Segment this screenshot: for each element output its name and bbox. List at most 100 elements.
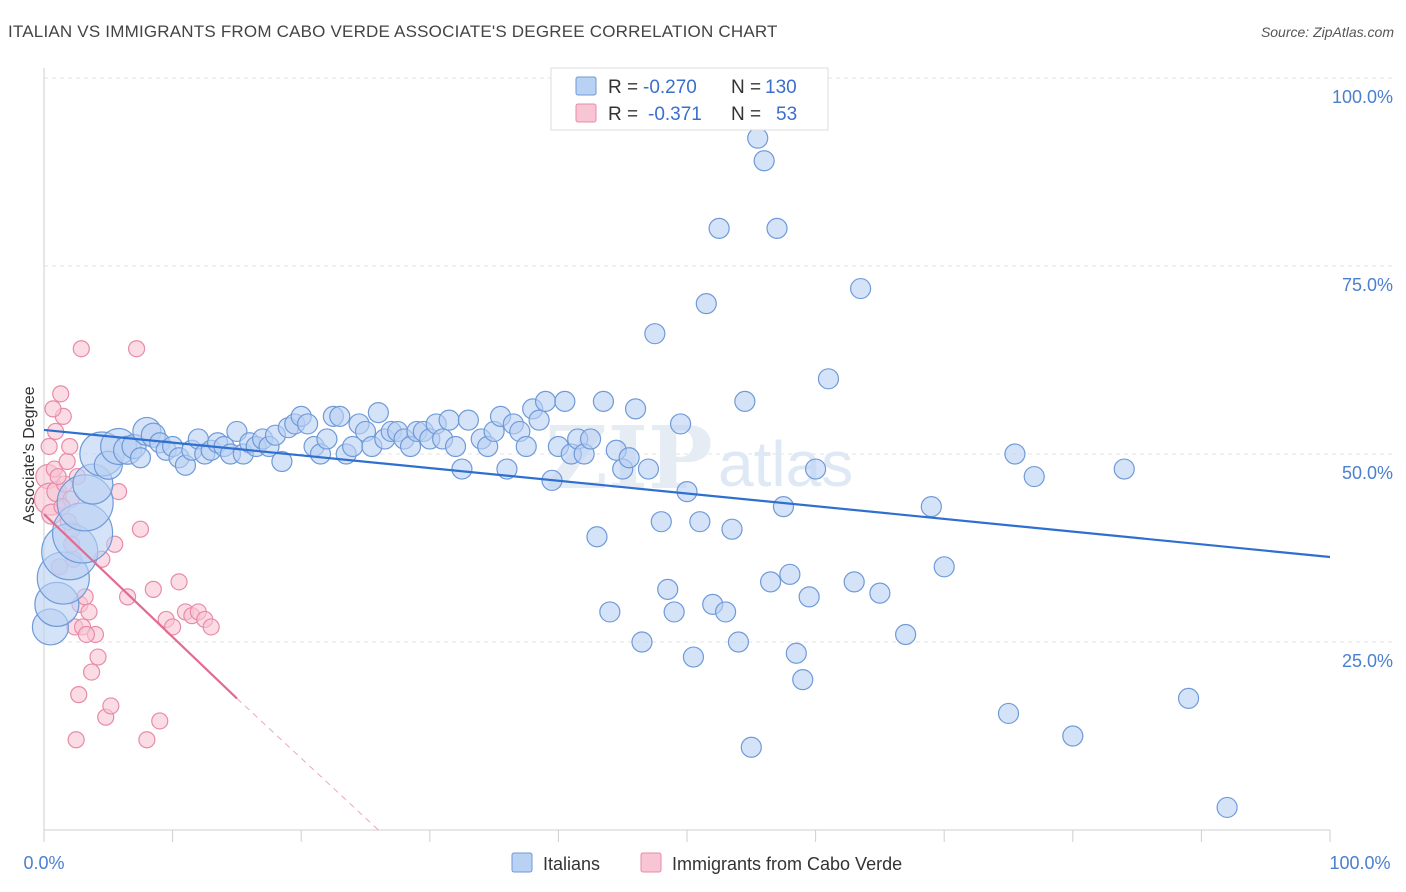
watermark-atlas: atlas [718,428,853,500]
y-tick-label-50: 50.0% [1342,463,1393,483]
italians-point-90 [637,458,660,480]
italians-point-84 [599,601,621,623]
italians-point-106 [740,736,762,758]
legend-r-label-1: R = [608,77,638,98]
x-ticks [43,830,1331,842]
italians-point-95 [669,413,692,435]
cabo-verde-point-28 [102,697,120,715]
cabo-verde-point-9 [58,452,76,471]
italians-point-93 [657,578,679,600]
italians-point-128 [1113,458,1135,480]
cabo-verde-point-45 [40,437,58,456]
cabo-verde-point-31 [118,588,137,606]
bottom-legend: Italians Immigrants from Cabo Verde [511,852,902,874]
italians-point-73 [528,409,550,431]
legend-swatch-cabo-verde [575,103,597,123]
trend-line-italians [43,428,1331,559]
italians-point-92 [650,511,672,533]
legend-n-value-2: 53 [776,104,797,125]
italians-point-71 [515,435,537,458]
cabo-verde-point-15 [67,731,85,749]
bottom-legend-italians: Italians [543,854,600,874]
cabo-verde-point-25 [89,648,107,666]
y-tick-label-100: 100.0% [1332,87,1393,107]
italians-point-111 [772,496,795,518]
italians-point-118 [843,571,865,593]
y-tick-labels: 100.0% 75.0% 50.0% 25.0% [1332,87,1393,671]
cabo-verde-point-46 [44,400,62,418]
cabo-verde-point-44 [202,618,220,636]
cabo-verde-point-34 [138,731,156,749]
italians-point-104 [727,631,750,653]
grid-lines [44,77,1392,643]
italians-point-89 [631,631,653,653]
italians-point-122 [920,496,942,518]
chart-title: ITALIAN VS IMMIGRANTS FROM CABO VERDE AS… [8,22,778,41]
y-axis-label: Associate's Degree [21,386,38,523]
italians-point-82 [586,526,608,548]
italians-point-96 [676,481,698,503]
bottom-legend-cabo-verde: Immigrants from Cabo Verde [672,854,902,874]
italians-point-105 [734,390,756,412]
italians-point-97 [682,646,705,668]
y-tick-label-75: 75.0% [1342,275,1393,295]
italians-point-123 [933,556,955,578]
x-tick-label-max: 100.0% [1329,853,1390,873]
italians-point-125 [1004,443,1026,465]
italians-point-34 [271,450,293,473]
italians-point-98 [689,511,711,533]
italians-point-126 [1023,465,1045,488]
italians-point-94 [663,601,685,623]
italians-point-113 [785,642,807,664]
source-credit: Source: ZipAtlas.com [1260,24,1394,40]
cabo-verde-point-32 [127,340,146,358]
italians-point-101 [708,217,730,239]
italians-point-43 [329,405,351,427]
italians-point-127 [1062,725,1084,747]
cabo-verde-point-10 [61,437,79,456]
italians-point-130 [1216,796,1238,819]
italians-point-124 [997,702,1020,725]
cabo-verde-point-47 [49,467,67,486]
bottom-legend-swatch-cabo-verde [640,852,662,873]
italians-point-77 [554,390,576,412]
italians-point-117 [817,368,840,390]
italians-point-88 [624,398,647,420]
italians-point-103 [721,518,743,540]
italians-point-121 [895,623,917,646]
italians-point-109 [759,571,782,593]
legend-n-label-2: N = [731,104,761,125]
cabo-verde-point-19 [72,340,90,358]
italians-point-115 [798,586,820,608]
italians-point-38 [297,413,319,435]
italians-point-116 [804,458,827,480]
cabo-verde-point-51 [77,625,96,644]
cabo-verde-point-39 [170,573,188,591]
italians-point-61 [444,435,467,458]
cabo-verde-point-17 [70,686,88,704]
italians-point-107 [747,127,769,149]
italians-point-87 [618,447,640,469]
italians-point-49 [367,402,389,424]
legend-n-label-1: N = [731,77,761,98]
legend-n-value-1: 130 [765,77,797,98]
cabo-verde-point-35 [144,580,162,598]
italians-point-114 [792,668,814,691]
italians-point-41 [316,428,338,450]
italians-point-74 [534,390,557,412]
italians-point-12 [129,447,152,469]
italians-point-108 [753,150,775,172]
trend-line-cabo-verde-extension [236,698,379,831]
italians-point-129 [1177,687,1200,710]
legend-box: R = -0.270 N = 130 R = -0.371 N = 53 [550,67,829,131]
legend-r-value-2: -0.371 [648,104,702,125]
italians-point-120 [869,582,891,604]
cabo-verde-point-22 [80,603,98,621]
cabo-verde-point-38 [164,618,182,636]
trend-lines [43,428,1331,831]
italians-point-63 [457,409,479,431]
italians-point-60 [438,409,460,431]
italians-point-91 [644,323,666,345]
italians-point-81 [579,428,602,450]
